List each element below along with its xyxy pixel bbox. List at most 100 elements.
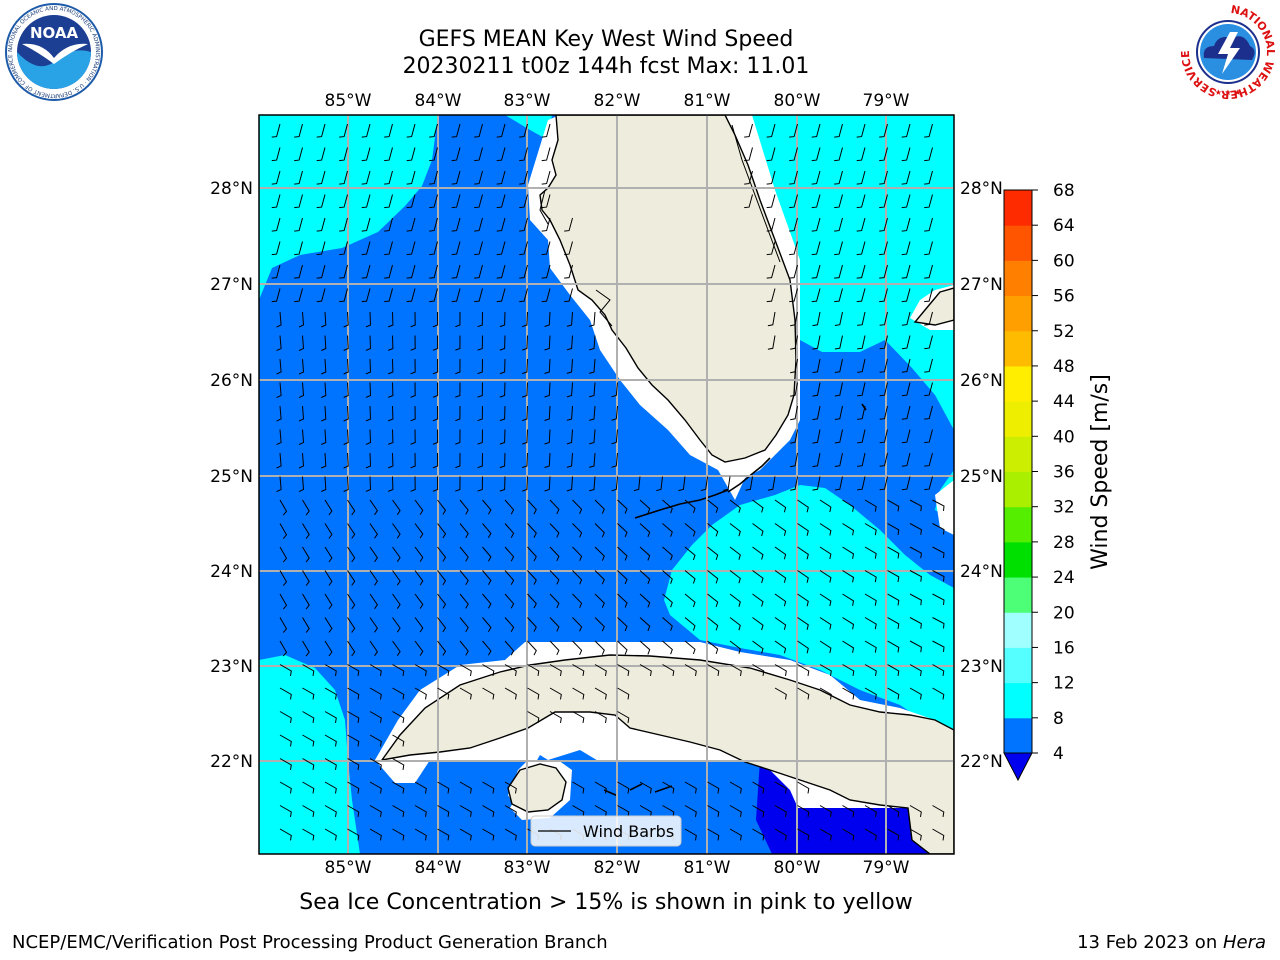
- wind-barb: [392, 781, 405, 794]
- wind-barb: [298, 476, 305, 493]
- wind-barb: [887, 617, 900, 629]
- wind-barb: [504, 499, 515, 515]
- wind-barb: [324, 546, 333, 563]
- lat-label: 24°N: [960, 562, 1003, 582]
- wind-barb: [834, 405, 843, 420]
- wind-barb: [499, 429, 506, 445]
- lon-label: 85°W: [325, 91, 372, 111]
- wind-barb: [834, 429, 843, 444]
- wind-barb: [887, 570, 900, 582]
- colorbar-tick-label: 56: [1053, 287, 1075, 307]
- wind-barb: [302, 805, 315, 817]
- wind-barb: [639, 499, 651, 514]
- wind-barb: [797, 617, 809, 630]
- wind-barb: [388, 405, 394, 422]
- colorbar-segment: [1004, 225, 1032, 261]
- lon-label: 85°W: [325, 858, 372, 878]
- wind-barb: [842, 523, 855, 536]
- wind-barb: [901, 217, 911, 232]
- sea-ice-caption: Sea Ice Concentration > 15% is shown in …: [299, 890, 913, 915]
- wind-barb: [429, 241, 438, 256]
- colorbar-segment: [1004, 295, 1032, 332]
- wind-barb: [414, 828, 427, 841]
- lon-label: 82°W: [594, 91, 641, 111]
- wind-barb: [678, 476, 686, 492]
- wind-barb: [316, 217, 326, 232]
- wind-barb: [864, 687, 877, 700]
- colorbar-tick-label: 4: [1053, 744, 1064, 764]
- wind-barb: [566, 429, 573, 445]
- wind-barb: [321, 311, 327, 328]
- wind-barb: [617, 781, 630, 794]
- wind-barb: [834, 335, 843, 350]
- wind-barb: [522, 382, 528, 398]
- wind-barb: [834, 147, 843, 162]
- wind-barb: [522, 476, 528, 492]
- wind-barb: [477, 452, 483, 469]
- wind-barb: [774, 499, 787, 513]
- wind-barb: [864, 546, 877, 559]
- wind-barb: [901, 476, 911, 491]
- wind-barb: [369, 640, 379, 657]
- wind-barb: [834, 241, 843, 256]
- wind-barb: [909, 617, 922, 629]
- wind-barb: [455, 358, 461, 375]
- wind-barb: [566, 335, 573, 351]
- wind-barb: [811, 264, 821, 279]
- wind-barb: [388, 382, 394, 398]
- wind-barb: [842, 664, 855, 676]
- wind-barb: [339, 241, 348, 256]
- noaa-logo: NOAA NATIONAL OCEANIC AND ATMOSPHERIC AD…: [5, 3, 103, 101]
- wind-barb: [522, 311, 528, 328]
- wind-barb: [392, 758, 405, 770]
- wind-barb: [279, 781, 292, 794]
- wind-barb: [384, 241, 393, 256]
- wind-barb: [611, 452, 618, 468]
- wind-barb: [429, 123, 438, 138]
- wind-barb: [707, 664, 720, 676]
- wind-barb: [932, 499, 945, 511]
- wind-barb: [504, 546, 515, 562]
- wind-barb: [361, 194, 371, 209]
- wind-barb: [527, 687, 540, 700]
- wind-barb: [789, 170, 798, 185]
- wind-barb: [361, 147, 371, 162]
- wind-barb: [279, 499, 288, 516]
- wind-barb: [343, 476, 349, 492]
- wind-barb: [302, 546, 310, 563]
- wind-barb: [639, 664, 652, 676]
- wind-barb: [594, 711, 607, 723]
- wind-barb: [864, 617, 877, 630]
- wind-barb: [361, 170, 371, 185]
- wind-barb: [549, 664, 562, 676]
- wind-barb: [864, 828, 877, 841]
- wind-barb: [745, 476, 753, 491]
- wind-barb: [864, 805, 877, 817]
- wind-barb: [617, 593, 628, 608]
- wind-barb: [564, 217, 573, 232]
- wind-barb: [459, 570, 469, 586]
- wind-barb: [365, 476, 372, 492]
- wind-barb: [819, 570, 832, 583]
- wind-barb: [541, 288, 551, 303]
- wind-barb: [684, 664, 697, 676]
- wind-barb: [589, 358, 596, 374]
- wind-barb: [924, 335, 933, 350]
- florida-coast-detail: [539, 124, 781, 327]
- wind-barb: [365, 405, 372, 422]
- wind-barb: [496, 170, 506, 185]
- wind-barb: [369, 687, 382, 700]
- wind-barb: [414, 570, 424, 586]
- wind-barb: [499, 358, 506, 375]
- wind-barb: [459, 828, 472, 841]
- wind-barb: [766, 123, 776, 138]
- wind-barb: [459, 499, 469, 515]
- wind-barb: [271, 123, 281, 138]
- colorbar-tick-label: 48: [1053, 357, 1075, 377]
- wind-barb: [729, 664, 742, 676]
- wind-barb: [594, 570, 605, 585]
- wind-barb: [594, 781, 607, 794]
- wind-barb: [369, 828, 382, 841]
- wind-barb: [566, 358, 573, 374]
- wind-barb: [294, 264, 303, 279]
